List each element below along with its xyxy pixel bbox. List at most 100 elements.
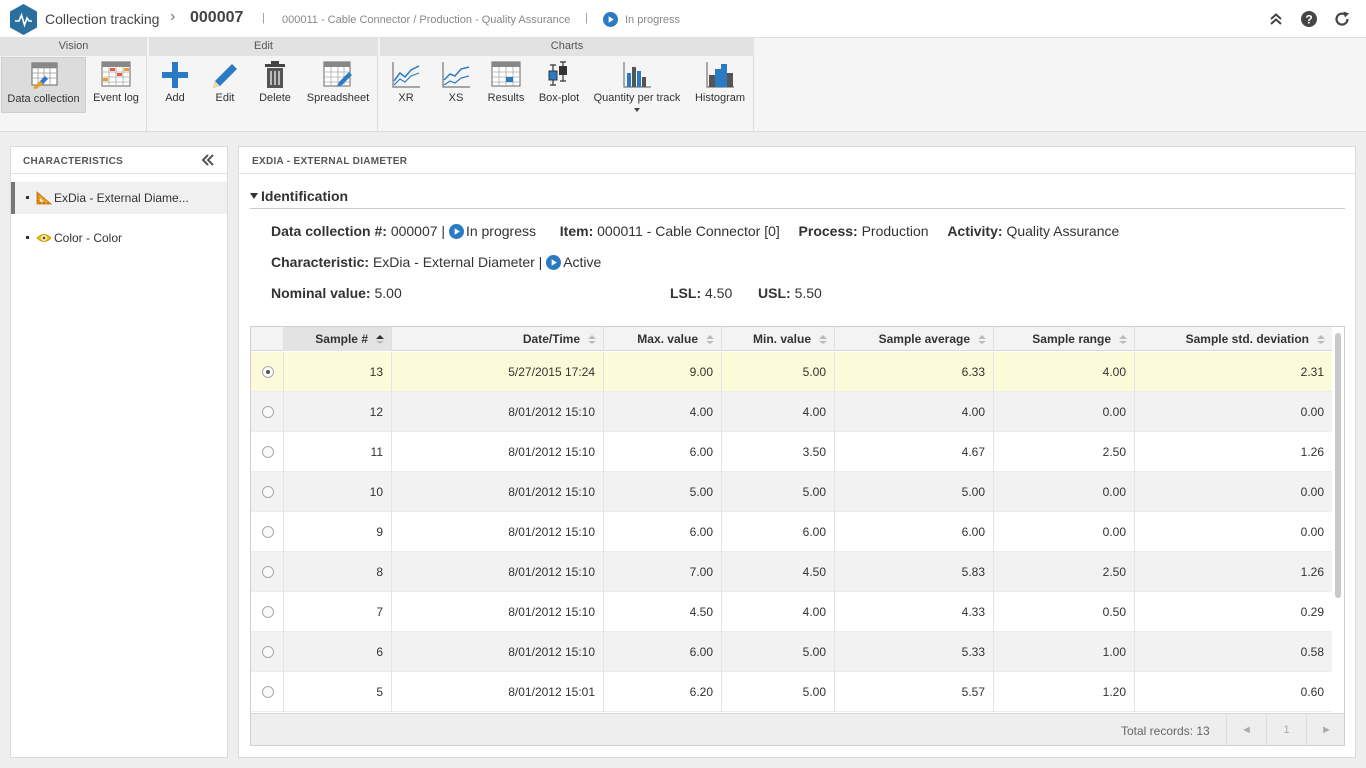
cell-datetime: 8/01/2012 15:10 [391,392,603,432]
table-row[interactable]: 5 8/01/2012 15:01 6.20 5.00 5.57 1.20 0.60 [251,672,1332,712]
row-radio[interactable] [262,606,274,618]
toolbar-group-label: Charts [380,38,754,56]
toolbar-group-label: Vision [0,38,147,56]
cell-sample: 7 [283,592,391,632]
grid-header-datetime[interactable]: Date/Time [391,327,603,351]
samples-grid: Sample # Date/Time Max. value Min. value… [250,326,1345,746]
xs-chart-button[interactable]: XS [436,57,476,113]
header-divider: | [585,12,588,24]
cell-average: 6.33 [834,352,993,392]
spreadsheet-button[interactable]: Spreadsheet [303,57,373,113]
grid-header-std[interactable]: Sample std. deviation [1134,327,1332,351]
row-radio[interactable] [262,366,274,378]
event-log-button[interactable]: Event log [88,57,144,113]
toolbar-divider [377,56,378,132]
box-plot-label: Box-plot [538,92,580,104]
row-radio[interactable] [262,646,274,658]
grid-header-max[interactable]: Max. value [603,327,721,351]
cell-max: 5.00 [603,472,721,512]
quantity-per-track-button[interactable]: Quantity per track [590,57,684,127]
caret-down-icon[interactable] [250,192,258,200]
delete-button[interactable]: Delete [253,57,297,113]
table-row[interactable]: 6 8/01/2012 15:10 6.00 5.00 5.33 1.00 0.58 [251,632,1332,672]
activity-value: Quality Assurance [1006,223,1120,239]
table-row[interactable]: 13 5/27/2015 17:24 9.00 5.00 6.33 4.00 2.31 [251,352,1332,392]
add-button[interactable]: Add [153,57,197,113]
cell-range: 1.20 [993,672,1134,712]
cell-max: 6.00 [603,432,721,472]
toolbar-group-edit: Edit Add Edit Delete [149,38,378,132]
row-radio[interactable] [262,486,274,498]
event-log-label: Event log [93,92,139,104]
collapse-up-icon[interactable] [1267,10,1285,28]
cell-std: 0.29 [1134,592,1332,632]
collapse-left-icon[interactable] [201,153,215,167]
cell-datetime: 8/01/2012 15:10 [391,512,603,552]
cell-std: 0.60 [1134,672,1332,712]
xr-chart-button[interactable]: XR [386,57,426,113]
table-row[interactable]: 8 8/01/2012 15:10 7.00 4.50 5.83 2.50 1.26 [251,552,1332,592]
table-row[interactable]: 12 8/01/2012 15:10 4.00 4.00 4.00 0.00 0.00 [251,392,1332,432]
table-row[interactable]: 11 8/01/2012 15:10 6.00 3.50 4.67 2.50 1.26 [251,432,1332,472]
next-page-button[interactable]: ► [1306,714,1344,745]
nominal-value: 5.00 [374,285,402,301]
grid-header-sample[interactable]: Sample # [283,327,391,351]
row-select-cell [251,352,283,392]
identification-section-header[interactable]: Identification [250,187,1345,209]
row-select-cell [251,632,283,672]
box-plot-button[interactable]: Box-plot [534,57,584,113]
characteristics-panel-header: CHARACTERISTICS [11,147,227,174]
row-radio[interactable] [262,566,274,578]
cell-std: 0.58 [1134,632,1332,672]
characteristic-value: ExDia - External Diameter | [372,254,543,270]
data-collection-button[interactable]: Data collection [1,57,86,113]
column-label: Sample range [1032,332,1111,346]
table-row[interactable]: 10 8/01/2012 15:10 5.00 5.00 5.00 0.00 0.00 [251,472,1332,512]
cell-min: 4.00 [721,392,834,432]
ruler-triangle-icon [36,191,52,205]
grid-header-min[interactable]: Min. value [721,327,834,351]
edit-button[interactable]: Edit [203,57,247,113]
toolbar-divider [753,56,754,132]
toolbar-divider [146,56,147,132]
app-logo-icon [10,4,37,35]
grid-scrollbar[interactable] [1335,333,1341,598]
sort-asc-icon [376,335,384,344]
cell-range: 1.00 [993,632,1134,672]
row-select-cell [251,432,283,472]
row-radio[interactable] [262,406,274,418]
page-number[interactable]: 1 [1266,714,1306,745]
cell-max: 7.00 [603,552,721,592]
main-panel-title: EXDIA - EXTERNAL DIAMETER [239,147,1355,174]
prev-page-button[interactable]: ◄ [1226,714,1266,745]
row-radio[interactable] [262,446,274,458]
toolbar-group-vision: Vision Data collection Event log [0,38,147,132]
cell-average: 4.33 [834,592,993,632]
row-radio[interactable] [262,526,274,538]
cell-datetime: 5/27/2015 17:24 [391,352,603,392]
cell-std: 0.00 [1134,392,1332,432]
table-row[interactable]: 7 8/01/2012 15:10 4.50 4.00 4.33 0.50 0.29 [251,592,1332,632]
data-collection-icon [31,62,57,89]
characteristic-item-exdia[interactable]: ExDia - External Diame... [11,182,227,214]
delete-label: Delete [259,92,291,104]
results-button[interactable]: Results [484,57,528,113]
characteristic-item-color[interactable]: Color - Color [11,222,227,254]
grid-header-range[interactable]: Sample range [993,327,1134,351]
grid-rows: 13 5/27/2015 17:24 9.00 5.00 6.33 4.00 2.31 12 8… [251,352,1332,712]
xr-label: XR [398,92,414,104]
cell-max: 6.20 [603,672,721,712]
histogram-button[interactable]: Histogram [690,57,750,113]
results-icon [491,61,521,87]
cell-datetime: 8/01/2012 15:10 [391,472,603,512]
sort-icon [819,335,827,344]
refresh-icon[interactable] [1333,10,1351,28]
cell-sample: 13 [283,352,391,392]
field-label: Item: [559,223,594,239]
column-label: Sample std. deviation [1185,332,1309,346]
table-row[interactable]: 9 8/01/2012 15:10 6.00 6.00 6.00 0.00 0.00 [251,512,1332,552]
field-label: Characteristic: [271,254,370,270]
grid-header-average[interactable]: Sample average [834,327,993,351]
help-icon[interactable]: ? [1300,10,1318,28]
row-radio[interactable] [262,686,274,698]
